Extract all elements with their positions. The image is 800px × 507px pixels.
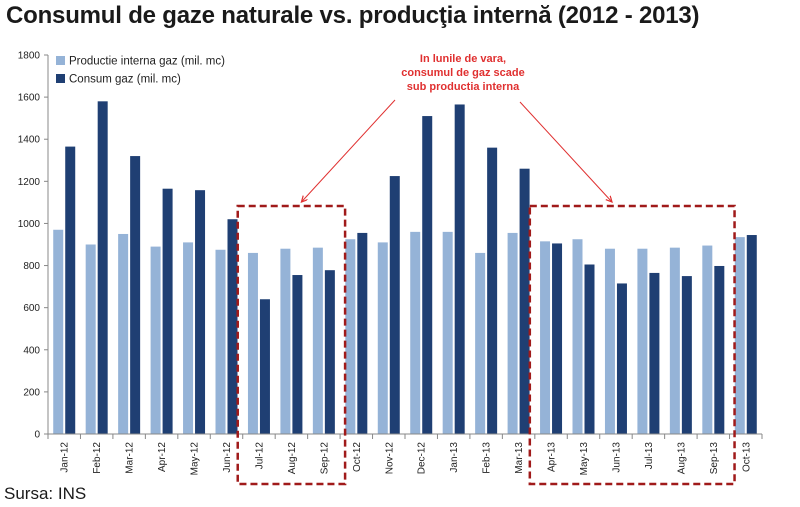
bar-consumption [681, 276, 692, 434]
x-tick-label: Jun-13 [611, 442, 622, 473]
bar-production [377, 242, 388, 434]
bar-consumption [649, 272, 660, 434]
bar-production [118, 233, 129, 434]
bar-consumption [454, 104, 465, 434]
summer-highlight-boxes [236, 204, 736, 486]
bar-consumption [584, 264, 595, 434]
bar-consumption [616, 283, 627, 434]
bars [53, 101, 757, 435]
annotation-text: In lunile de vara, [420, 53, 506, 65]
bar-production [183, 242, 194, 434]
bar-production [85, 244, 96, 434]
x-tick-label: Oct-12 [352, 442, 363, 472]
bar-consumption [552, 243, 563, 434]
x-tick-label: Apr-12 [157, 442, 168, 472]
y-tick-label: 800 [23, 261, 40, 272]
bar-production [507, 232, 518, 434]
bar-production [53, 229, 64, 434]
bar-production [215, 249, 226, 434]
y-tick-label: 1600 [18, 93, 41, 104]
legend-label: Productie interna gaz (mil. mc) [69, 56, 225, 68]
legend-swatch [56, 56, 65, 65]
bar-consumption [714, 265, 725, 434]
x-tick-label: Aug-13 [676, 442, 687, 475]
x-tick-label: Jul-13 [644, 442, 655, 470]
bar-production [410, 231, 421, 434]
annotation-arrow [519, 101, 612, 202]
bar-production [604, 248, 615, 434]
x-tick-label: Sep-13 [709, 442, 720, 475]
bar-production [312, 247, 323, 434]
x-tick-label: Feb-12 [92, 442, 103, 474]
x-tick-label: May-13 [579, 442, 590, 476]
y-tick-label: 1000 [18, 219, 41, 230]
x-tick-label: Jan-12 [60, 442, 71, 473]
highlight-box [528, 204, 736, 486]
bar-consumption [292, 275, 303, 434]
bar-consumption [487, 147, 498, 434]
x-tick-label: Mar-12 [125, 442, 136, 474]
legend-swatch [56, 74, 65, 83]
source-note: Sursa: INS [4, 484, 87, 503]
bar-production [734, 237, 745, 434]
legend: Productie interna gaz (mil. mc) Consum ga… [56, 56, 225, 86]
y-axis: 0 200 400 600 800 1000 1200 1400 1600 1800 [18, 51, 49, 441]
bar-consumption [65, 146, 76, 434]
bar-consumption [227, 219, 238, 434]
x-tick-label: Jan-13 [449, 442, 460, 473]
x-tick-label: Mar-13 [514, 442, 525, 474]
bar-production [637, 248, 648, 434]
x-tick-label: Apr-13 [547, 442, 558, 472]
bar-production [442, 231, 453, 434]
x-tick-label: May-12 [190, 442, 201, 476]
x-tick-label: Aug-12 [287, 442, 298, 475]
annotation-text: consumul de gaz scade [401, 67, 524, 79]
chart-title: Consumul de gaze naturale vs. producţia … [6, 2, 700, 29]
annotation: In lunile de vara, consumul de gaz scade s… [301, 53, 612, 202]
y-tick-label: 1200 [18, 177, 41, 188]
annotation-text: sub productia interna [407, 81, 520, 93]
y-tick-label: 0 [34, 430, 40, 441]
x-tick-label: Feb-13 [482, 442, 493, 474]
y-tick-label: 600 [23, 303, 40, 314]
bar-consumption [357, 232, 368, 434]
bar-consumption [162, 188, 173, 434]
bar-production [572, 239, 583, 434]
bar-consumption [259, 299, 270, 434]
bar-production [669, 247, 680, 434]
bar-consumption [746, 235, 757, 434]
legend-label: Consum gaz (mil. mc) [69, 74, 181, 86]
bar-consumption [519, 168, 530, 434]
bar-consumption [97, 101, 108, 435]
y-tick-label: 1400 [18, 135, 41, 146]
y-tick-label: 200 [23, 387, 40, 398]
bar-production [345, 239, 356, 434]
bar-consumption [389, 176, 400, 434]
bar-production [475, 252, 486, 434]
annotation-arrow [301, 99, 396, 202]
bar-consumption [324, 270, 335, 434]
bar-consumption [130, 156, 141, 435]
x-tick-label: Jun-12 [222, 442, 233, 473]
x-tick-label: Sep-12 [319, 442, 330, 475]
y-tick-label: 400 [23, 345, 40, 356]
highlight-box [236, 204, 347, 486]
x-tick-label: Dec-12 [417, 442, 428, 475]
bar-production [247, 252, 258, 434]
x-tick-label: Nov-12 [384, 442, 395, 475]
y-tick-label: 1800 [18, 51, 41, 62]
bar-production [280, 248, 291, 434]
bar-consumption [195, 190, 206, 434]
x-axis: Jan-12 Feb-12 Mar-12 Apr-12 May-12 Jun-12 Jul-… [47, 433, 763, 476]
bar-production [702, 245, 713, 434]
bar-production [540, 241, 551, 434]
x-tick-label: Oct-13 [741, 442, 752, 472]
bar-production [150, 246, 161, 434]
bar-consumption [422, 116, 433, 435]
x-tick-label: Jul-12 [254, 442, 265, 470]
